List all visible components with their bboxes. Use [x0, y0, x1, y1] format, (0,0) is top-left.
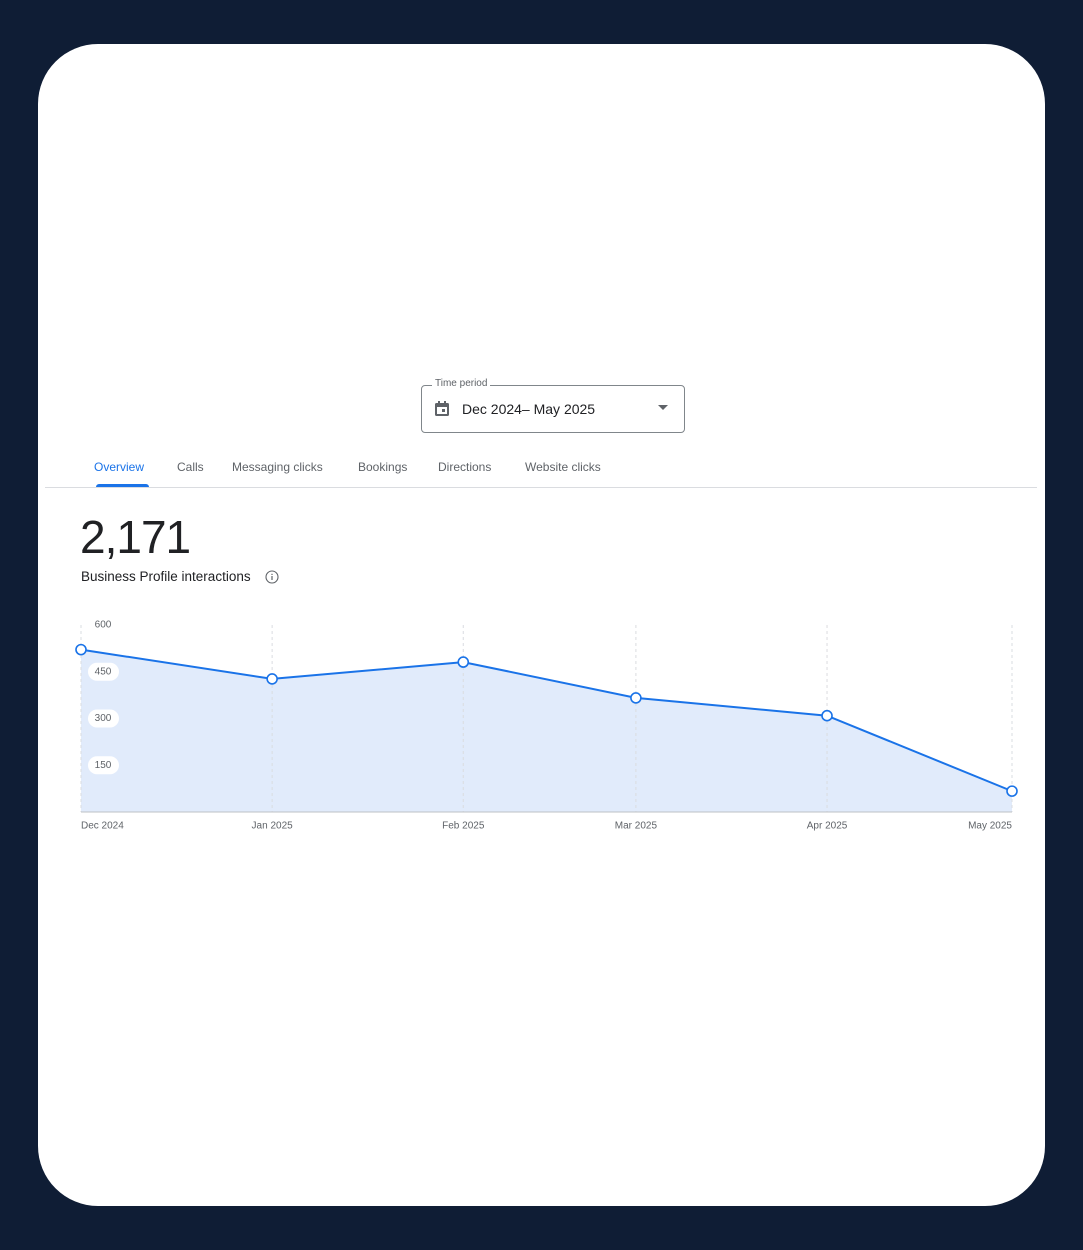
- x-tick-label: May 2025: [968, 821, 1012, 832]
- calendar-icon: [435, 401, 449, 416]
- x-tick-label: Mar 2025: [615, 821, 658, 832]
- chart: Dec 2024 Jan 2025 Feb 2025 Mar 2025 Apr 2025…: [75, 620, 1018, 832]
- time-period-value: Dec 2024– May 2025: [462, 401, 596, 417]
- time-period-label: Time period: [432, 378, 491, 389]
- y-tick-label: 150: [95, 760, 112, 771]
- point: [630, 692, 642, 704]
- point: [75, 643, 87, 656]
- divider: [45, 487, 1037, 488]
- point: [1006, 785, 1018, 797]
- tab[interactable]: Messaging clicks: [232, 460, 323, 474]
- total-label: Business Profile interactions: [81, 569, 251, 584]
- point: [821, 709, 833, 722]
- tab[interactable]: Website clicks: [525, 460, 601, 474]
- card: Time period Dec 2024– May 2025 Overview …: [38, 44, 1045, 1206]
- y-tick-pill: [88, 709, 119, 728]
- active-tab-indicator: [96, 484, 149, 487]
- line: [80, 648, 1013, 793]
- total-value: 2,171: [80, 511, 191, 563]
- time-period-select[interactable]: Time period Dec 2024– May 2025: [421, 378, 685, 433]
- x-tick-label: Dec 2024: [81, 821, 124, 832]
- x-tick-label: Jan 2025: [252, 821, 294, 832]
- tab[interactable]: Directions: [438, 460, 492, 474]
- point: [457, 656, 470, 668]
- y-tick-pill: [88, 756, 119, 775]
- x-tick-label: Apr 2025: [807, 821, 848, 832]
- y-tick-label: 450: [95, 666, 112, 677]
- y-tick-label: 300: [95, 713, 112, 724]
- info-icon[interactable]: [265, 569, 281, 585]
- tab[interactable]: Calls: [177, 460, 204, 474]
- tab[interactable]: Overview: [94, 460, 145, 474]
- x-tick-label: Feb 2025: [442, 821, 485, 832]
- y-tick-pill: [88, 662, 119, 681]
- dropdown-arrow: [658, 405, 668, 410]
- point: [266, 673, 278, 685]
- y-tick-label: 600: [95, 620, 112, 631]
- area: [81, 649, 1012, 812]
- tab[interactable]: Bookings: [358, 460, 408, 474]
